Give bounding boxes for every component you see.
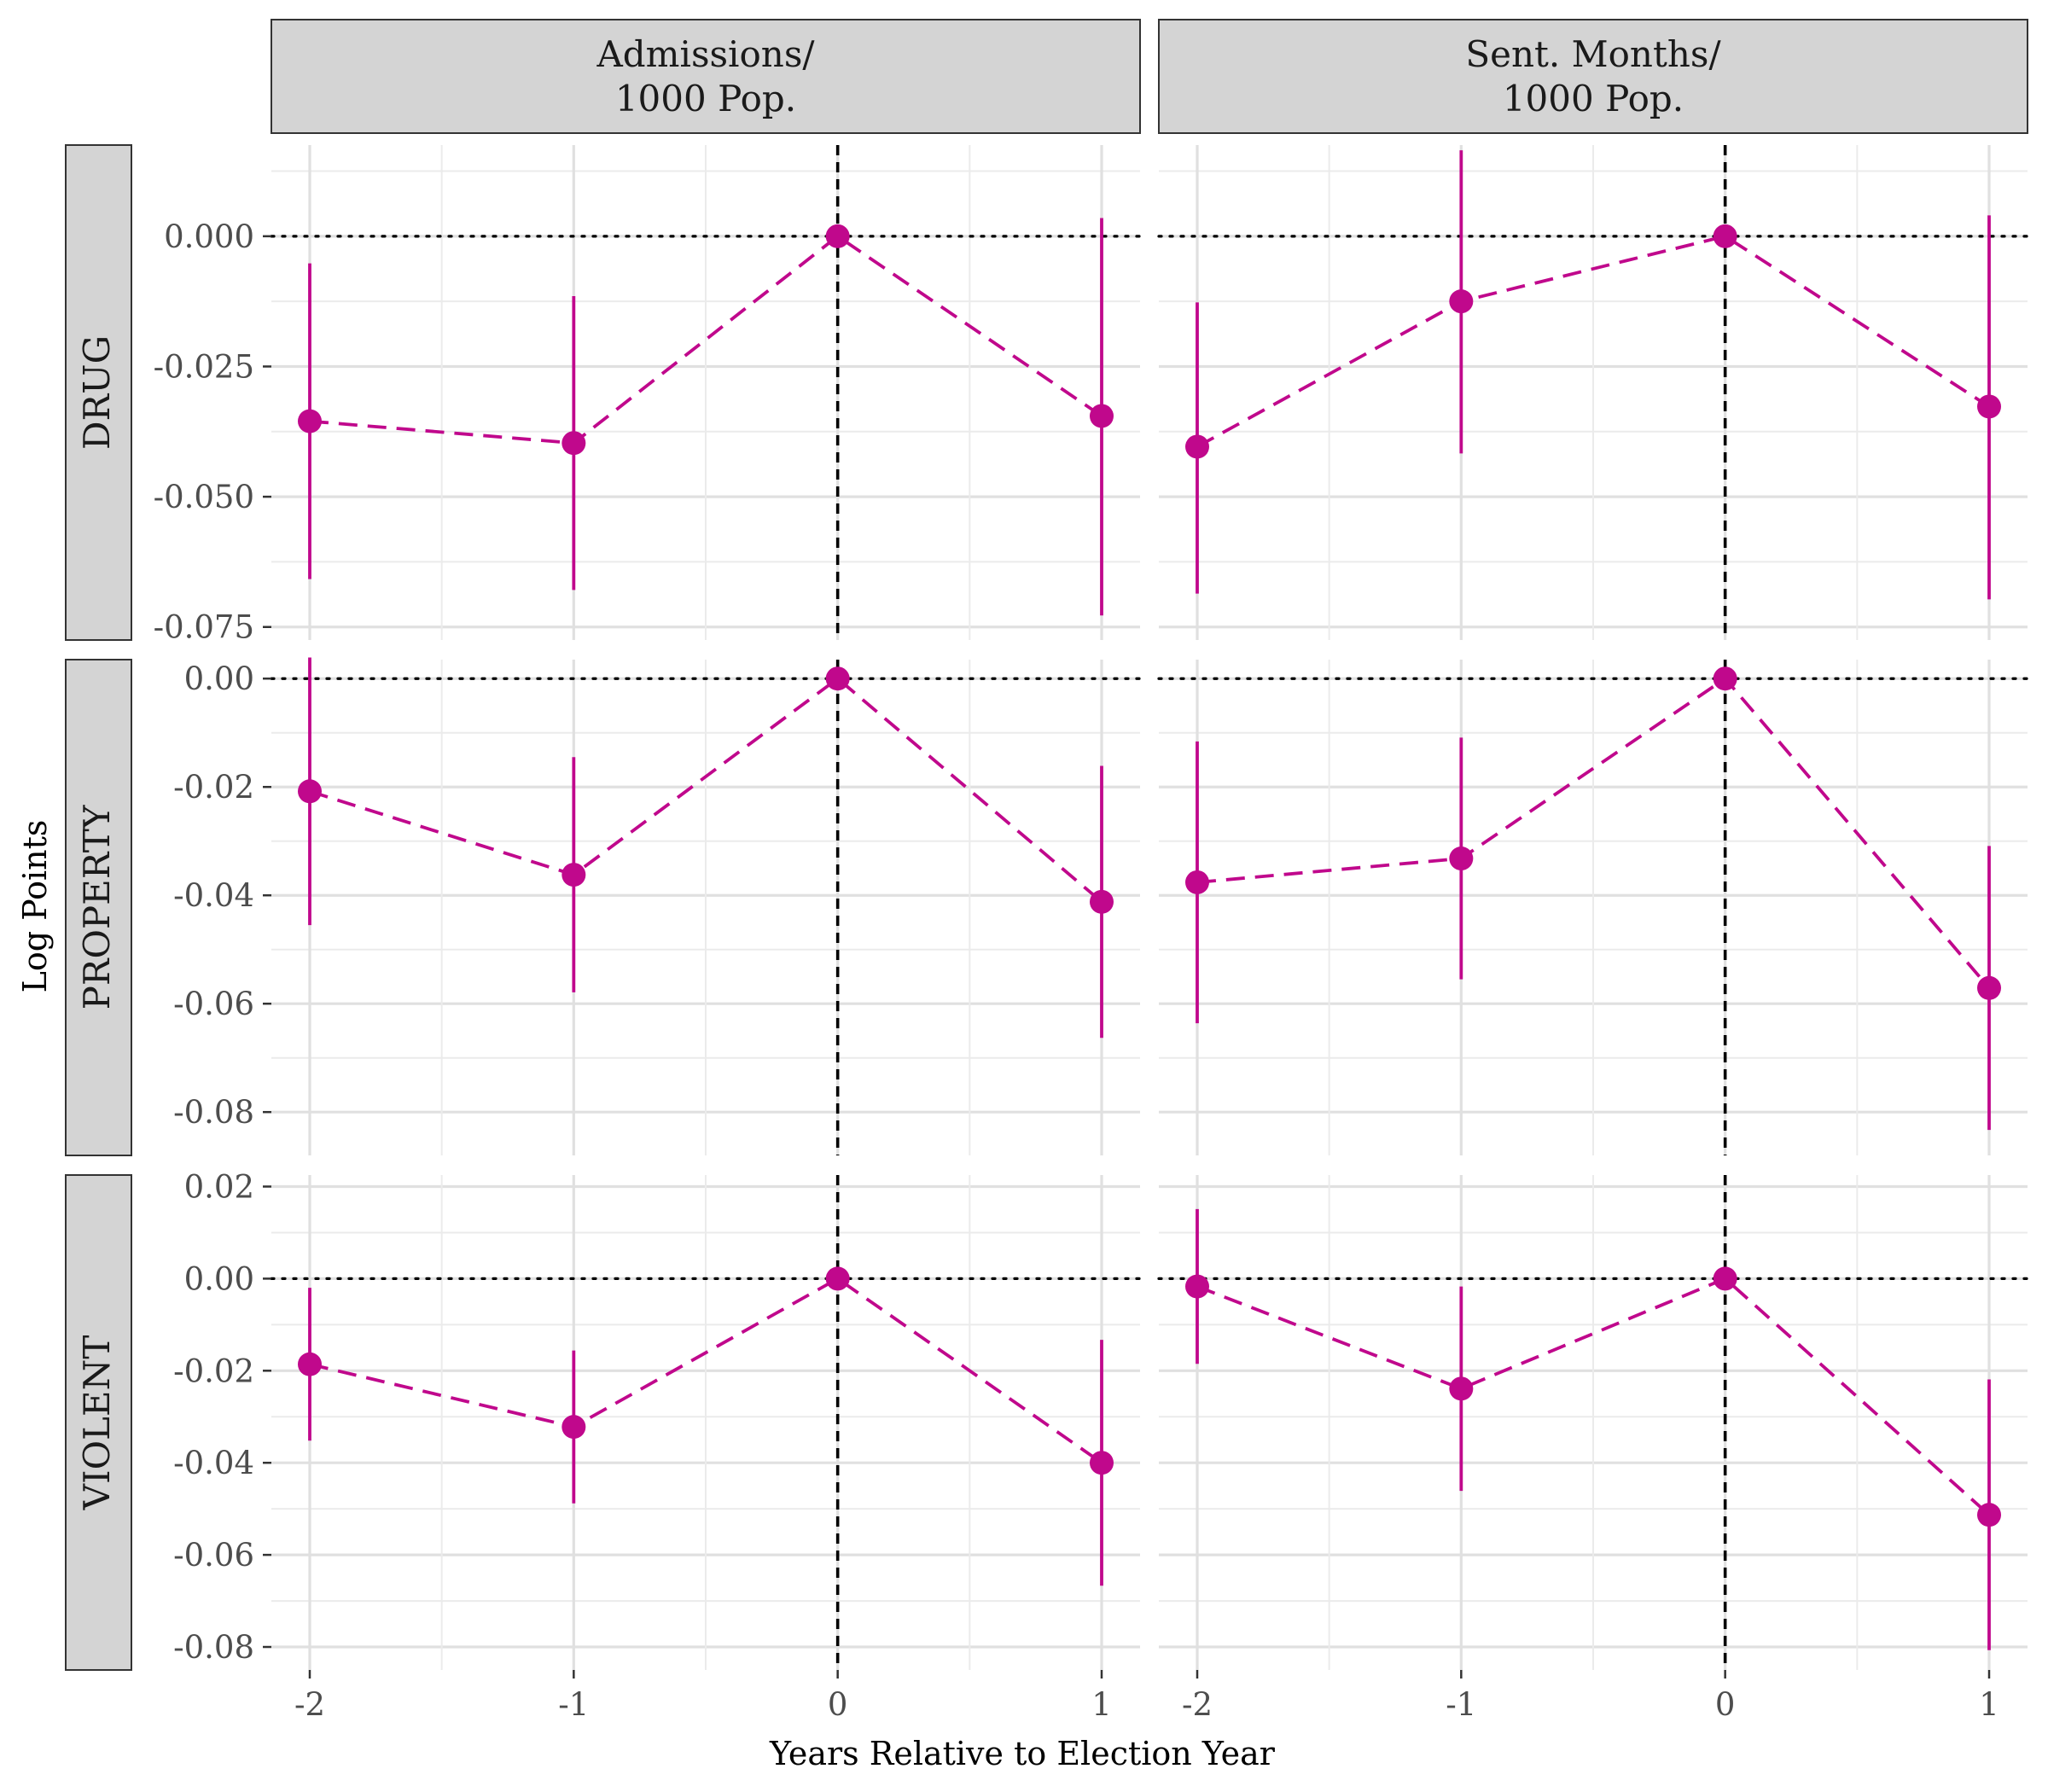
row-strip-label: PROPERTY xyxy=(76,804,118,1009)
panel-violent-admissions xyxy=(298,1266,1114,1586)
estimate-point xyxy=(561,863,586,887)
estimate-line xyxy=(1196,676,1991,990)
x-tick-label: -1 xyxy=(558,1686,589,1723)
y-tick-label: -0.02 xyxy=(173,769,254,806)
estimate-point xyxy=(1977,394,2001,419)
estimate-point xyxy=(298,409,322,433)
estimate-point xyxy=(298,779,322,804)
row-strip xyxy=(65,659,132,1156)
estimate-point xyxy=(1713,224,1737,248)
x-tick-label: -1 xyxy=(1446,1686,1476,1723)
estimate-line xyxy=(309,1277,1103,1464)
row-strip xyxy=(65,1174,132,1671)
y-axis-title: Log Points xyxy=(16,820,54,993)
column-strip-label: Sent. Months/1000 Pop. xyxy=(1465,33,1721,119)
panel-drug-sentence-months xyxy=(1185,150,2001,600)
x-tick-label: 0 xyxy=(1715,1686,1736,1723)
estimate-point xyxy=(1713,666,1737,691)
y-tick-label: -0.06 xyxy=(173,1537,254,1574)
x-tick-label: -2 xyxy=(294,1686,325,1723)
column-strip xyxy=(1158,19,2028,134)
y-tick-label: 0.00 xyxy=(184,1260,254,1297)
estimate-point xyxy=(825,224,850,248)
x-tick-label: -2 xyxy=(1182,1686,1213,1723)
x-tick-label: 1 xyxy=(1091,1686,1112,1723)
column-strip-label-line: Sent. Months/ xyxy=(1465,33,1721,75)
panel-property-admissions xyxy=(298,657,1114,1039)
y-tick-label: -0.025 xyxy=(154,348,254,385)
estimate-point xyxy=(825,666,850,691)
panel-property-sentence-months xyxy=(1185,666,2001,1131)
axis-ticks-layer: 0.000-0.025-0.050-0.0750.00-0.02-0.04-0.… xyxy=(154,218,1999,1723)
data-layer xyxy=(298,150,2001,1650)
facet-strips-layer: Admissions/1000 Pop.Sent. Months/1000 Po… xyxy=(65,19,2028,1671)
gridlines-layer xyxy=(271,145,2028,1670)
x-axis-title: Years Relative to Election Year xyxy=(769,1735,1276,1772)
row-strip xyxy=(65,144,132,641)
y-tick-label: -0.04 xyxy=(173,877,254,914)
column-strip xyxy=(271,19,1141,134)
y-tick-label: 0.00 xyxy=(184,660,254,697)
estimate-point xyxy=(1185,434,1209,459)
column-strip-label-line: 1000 Pop. xyxy=(615,78,796,119)
estimate-point xyxy=(561,1415,586,1440)
estimate-point xyxy=(825,1266,850,1291)
y-tick-label: -0.08 xyxy=(173,1629,254,1666)
y-tick-label: -0.02 xyxy=(173,1353,254,1389)
row-strip-label: DRUG xyxy=(76,335,118,450)
estimate-point xyxy=(1090,889,1114,914)
y-tick-label: -0.075 xyxy=(154,609,254,646)
estimate-point xyxy=(1090,404,1114,428)
y-tick-label: 0.02 xyxy=(184,1168,254,1205)
y-tick-label: -0.04 xyxy=(173,1445,254,1481)
y-tick-label: 0.000 xyxy=(164,218,254,255)
estimate-point xyxy=(1977,1503,2001,1527)
x-tick-label: 0 xyxy=(828,1686,848,1723)
panel-violent-sentence-months xyxy=(1185,1208,2001,1650)
y-tick-label: -0.050 xyxy=(154,479,254,515)
column-strip-label-line: 1000 Pop. xyxy=(1503,78,1684,119)
estimate-line xyxy=(309,676,1103,904)
row-strip-label: VIOLENT xyxy=(76,1335,118,1511)
estimate-point xyxy=(1449,1376,1474,1401)
estimate-point xyxy=(1977,975,2001,1000)
estimate-line xyxy=(309,234,1103,445)
estimate-point xyxy=(298,1352,322,1376)
estimate-point xyxy=(1090,1451,1114,1475)
estimate-point xyxy=(1449,847,1474,871)
estimate-point xyxy=(1449,289,1474,314)
reference-lines-layer xyxy=(270,145,2029,1670)
column-strip-label-line: Admissions/ xyxy=(596,33,815,75)
estimate-point xyxy=(561,431,586,456)
estimate-line xyxy=(1196,234,1991,449)
panel-drug-admissions xyxy=(298,218,1114,616)
column-strip-label: Admissions/1000 Pop. xyxy=(596,33,815,119)
y-tick-label: -0.08 xyxy=(173,1094,254,1131)
estimate-point xyxy=(1185,870,1209,894)
x-tick-label: 1 xyxy=(1979,1686,1999,1723)
estimate-point xyxy=(1713,1266,1737,1291)
estimate-point xyxy=(1185,1274,1209,1299)
y-tick-label: -0.06 xyxy=(173,986,254,1022)
